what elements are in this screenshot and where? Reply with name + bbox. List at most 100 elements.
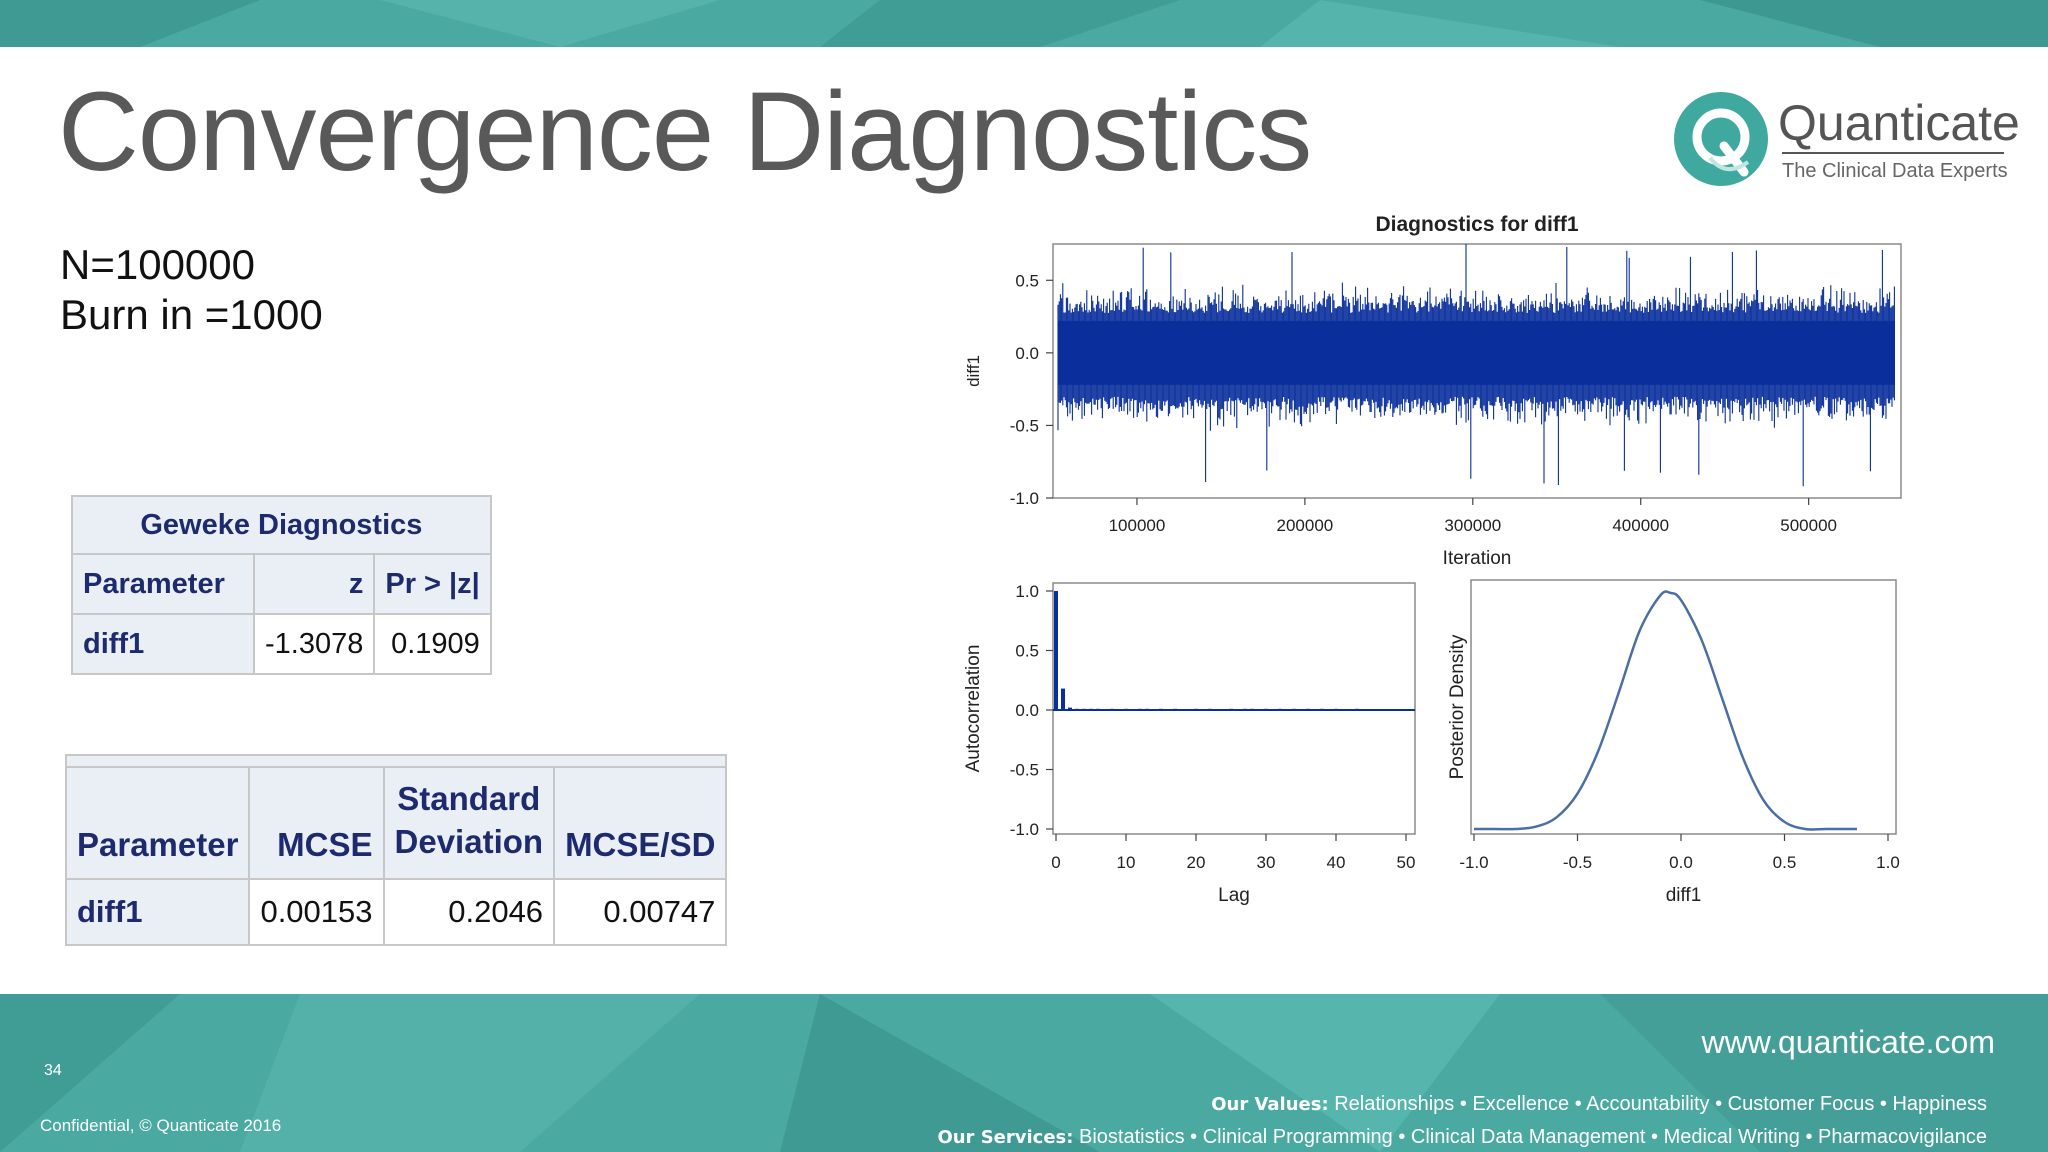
quanticate-q-logo-icon	[1674, 92, 1768, 186]
acf-bar	[1229, 708, 1233, 711]
quanticate-logo: Quanticate The Clinical Data Experts	[1674, 92, 2020, 188]
trace-x-tick-label: 200000	[1277, 516, 1334, 535]
trace-plot-title: Diagnostics for diff1	[1375, 213, 1578, 236]
mcse-cell-parameter: diff1	[64, 878, 251, 946]
mcse-top-strip	[64, 754, 728, 768]
trace-x-tick-label: 400000	[1612, 516, 1669, 535]
mcse-header-std-line2: Deviation	[394, 823, 544, 861]
acf-bar	[1320, 708, 1324, 711]
density-x-tick-label: -1.0	[1459, 853, 1488, 872]
confidential-notice: Confidential, © Quanticate 2016	[40, 1116, 282, 1135]
mcse-table: Parameter MCSE Standard Deviation MCSE/S…	[64, 754, 728, 946]
sample-size-text: N=100000	[60, 241, 256, 288]
acf-bar	[1082, 708, 1086, 711]
table-row: diff1 0.00153 0.2046 0.00747	[64, 878, 728, 946]
acf-y-tick-label: 0.0	[1015, 701, 1039, 720]
acf-x-axis-label: Lag	[1218, 885, 1250, 906]
trace-y-axis-label: diff1	[964, 355, 983, 387]
footer-banner	[0, 994, 2048, 1152]
density-y-axis-label: Posterior Density	[1447, 634, 1468, 779]
acf-bar	[1208, 708, 1212, 711]
diagnostics-plot-panel: Diagnostics for diff1 100000 200000 300000 4…	[963, 213, 1902, 906]
trace-x-tick-label: 100000	[1109, 516, 1166, 535]
acf-x-tick-label: 50	[1397, 853, 1416, 872]
slide-number: 34	[44, 1062, 62, 1079]
acf-bar	[1278, 708, 1282, 711]
mcse-cell-mcse: 0.00153	[248, 878, 385, 946]
acf-y-tick-label: -0.5	[1010, 761, 1039, 780]
mcse-header-std-dev: Standard Deviation	[382, 766, 556, 880]
acf-bar	[1089, 708, 1093, 711]
acf-bar	[1292, 708, 1296, 711]
geweke-header-parameter: Parameter	[71, 553, 255, 615]
acf-bar	[1334, 708, 1338, 711]
acf-bar	[1096, 708, 1100, 711]
acf-x-tick-label: 0	[1051, 853, 1060, 872]
footer-services-text: Biostatistics • Clinical Programming • C…	[1079, 1126, 1987, 1148]
trace-y-tick-label: 0.0	[1015, 344, 1039, 363]
page-title: Convergence Diagnostics	[58, 69, 1312, 194]
acf-y-tick-label: 1.0	[1015, 582, 1039, 601]
footer-banner-pattern	[0, 994, 2048, 1152]
geweke-table: Geweke Diagnostics Parameter z Pr > |z| …	[71, 495, 492, 675]
density-plot-frame	[1470, 579, 1897, 835]
mcse-cell-mcse-sd: 0.00747	[553, 878, 728, 946]
mcse-header-std-line1: Standard	[397, 780, 541, 818]
density-x-tick-label: -0.5	[1563, 853, 1592, 872]
acf-bar	[1068, 707, 1072, 710]
logo-wordmark: Quanticate	[1778, 95, 2020, 151]
geweke-caption: Geweke Diagnostics	[71, 495, 492, 555]
acf-bar	[1054, 591, 1058, 710]
acf-bar	[1124, 708, 1128, 711]
acf-y-axis-label: Autocorrelation	[963, 645, 984, 773]
acf-x-tick-label: 30	[1257, 853, 1276, 872]
density-curve	[1474, 590, 1857, 831]
footer-values-label: Our Values:	[1211, 1094, 1329, 1115]
acf-bar	[1145, 708, 1149, 711]
table-row: diff1 -1.3078 0.1909	[71, 613, 492, 675]
trace-y-tick-label: 0.5	[1015, 271, 1039, 290]
acf-bar	[1075, 708, 1079, 711]
acf-bar	[1138, 708, 1142, 711]
acf-bar	[1250, 708, 1254, 711]
acf-plot-frame	[1052, 582, 1416, 835]
mcse-header-parameter: Parameter	[64, 766, 251, 880]
top-banner	[0, 0, 2048, 47]
acf-bar	[1264, 708, 1268, 711]
footer-values: Our Values: Relationships • Excellence •…	[1211, 1093, 1987, 1116]
trace-x-axis-label: Iteration	[1443, 548, 1512, 569]
footer-website-link[interactable]: www.quanticate.com	[1701, 1024, 1995, 1060]
density-x-axis-label: diff1	[1666, 885, 1702, 906]
acf-bar	[1061, 688, 1065, 710]
logo-tagline: The Clinical Data Experts	[1782, 160, 2008, 182]
acf-bar	[1355, 708, 1359, 711]
trace-series-core	[1058, 320, 1895, 385]
density-x-tick-label: 0.5	[1773, 853, 1797, 872]
acf-x-tick-label: 20	[1187, 853, 1206, 872]
mcse-header-mcse: MCSE	[248, 766, 385, 880]
density-x-tick-label: 0.0	[1669, 853, 1693, 872]
geweke-cell-pvalue: 0.1909	[373, 613, 492, 675]
acf-y-tick-label: -1.0	[1010, 820, 1039, 839]
mcse-cell-std-dev: 0.2046	[382, 878, 556, 946]
trace-x-tick-label: 500000	[1780, 516, 1837, 535]
geweke-header-pvalue: Pr > |z|	[373, 553, 492, 615]
top-banner-pattern	[0, 0, 2048, 47]
density-x-tick-label: 1.0	[1876, 853, 1900, 872]
burn-in-text: Burn in =1000	[60, 291, 323, 338]
acf-x-tick-label: 40	[1327, 853, 1346, 872]
geweke-header-z: z	[252, 553, 376, 615]
footer-services: Our Services: Biostatistics • Clinical P…	[937, 1126, 1987, 1149]
trace-y-tick-label: -0.5	[1010, 416, 1039, 435]
geweke-cell-z: -1.3078	[252, 613, 376, 675]
footer-services-label: Our Services:	[937, 1127, 1074, 1148]
footer-values-text: Relationships • Excellence • Accountabil…	[1334, 1093, 1987, 1115]
acf-y-tick-label: 0.5	[1015, 642, 1039, 661]
trace-y-tick-label: -1.0	[1010, 489, 1039, 508]
acf-x-tick-label: 10	[1117, 853, 1136, 872]
trace-x-tick-label: 300000	[1444, 516, 1501, 535]
acf-bar	[1243, 708, 1247, 711]
acf-bar	[1159, 708, 1163, 711]
logo-divider	[1782, 152, 2004, 154]
acf-bar	[1173, 708, 1177, 711]
